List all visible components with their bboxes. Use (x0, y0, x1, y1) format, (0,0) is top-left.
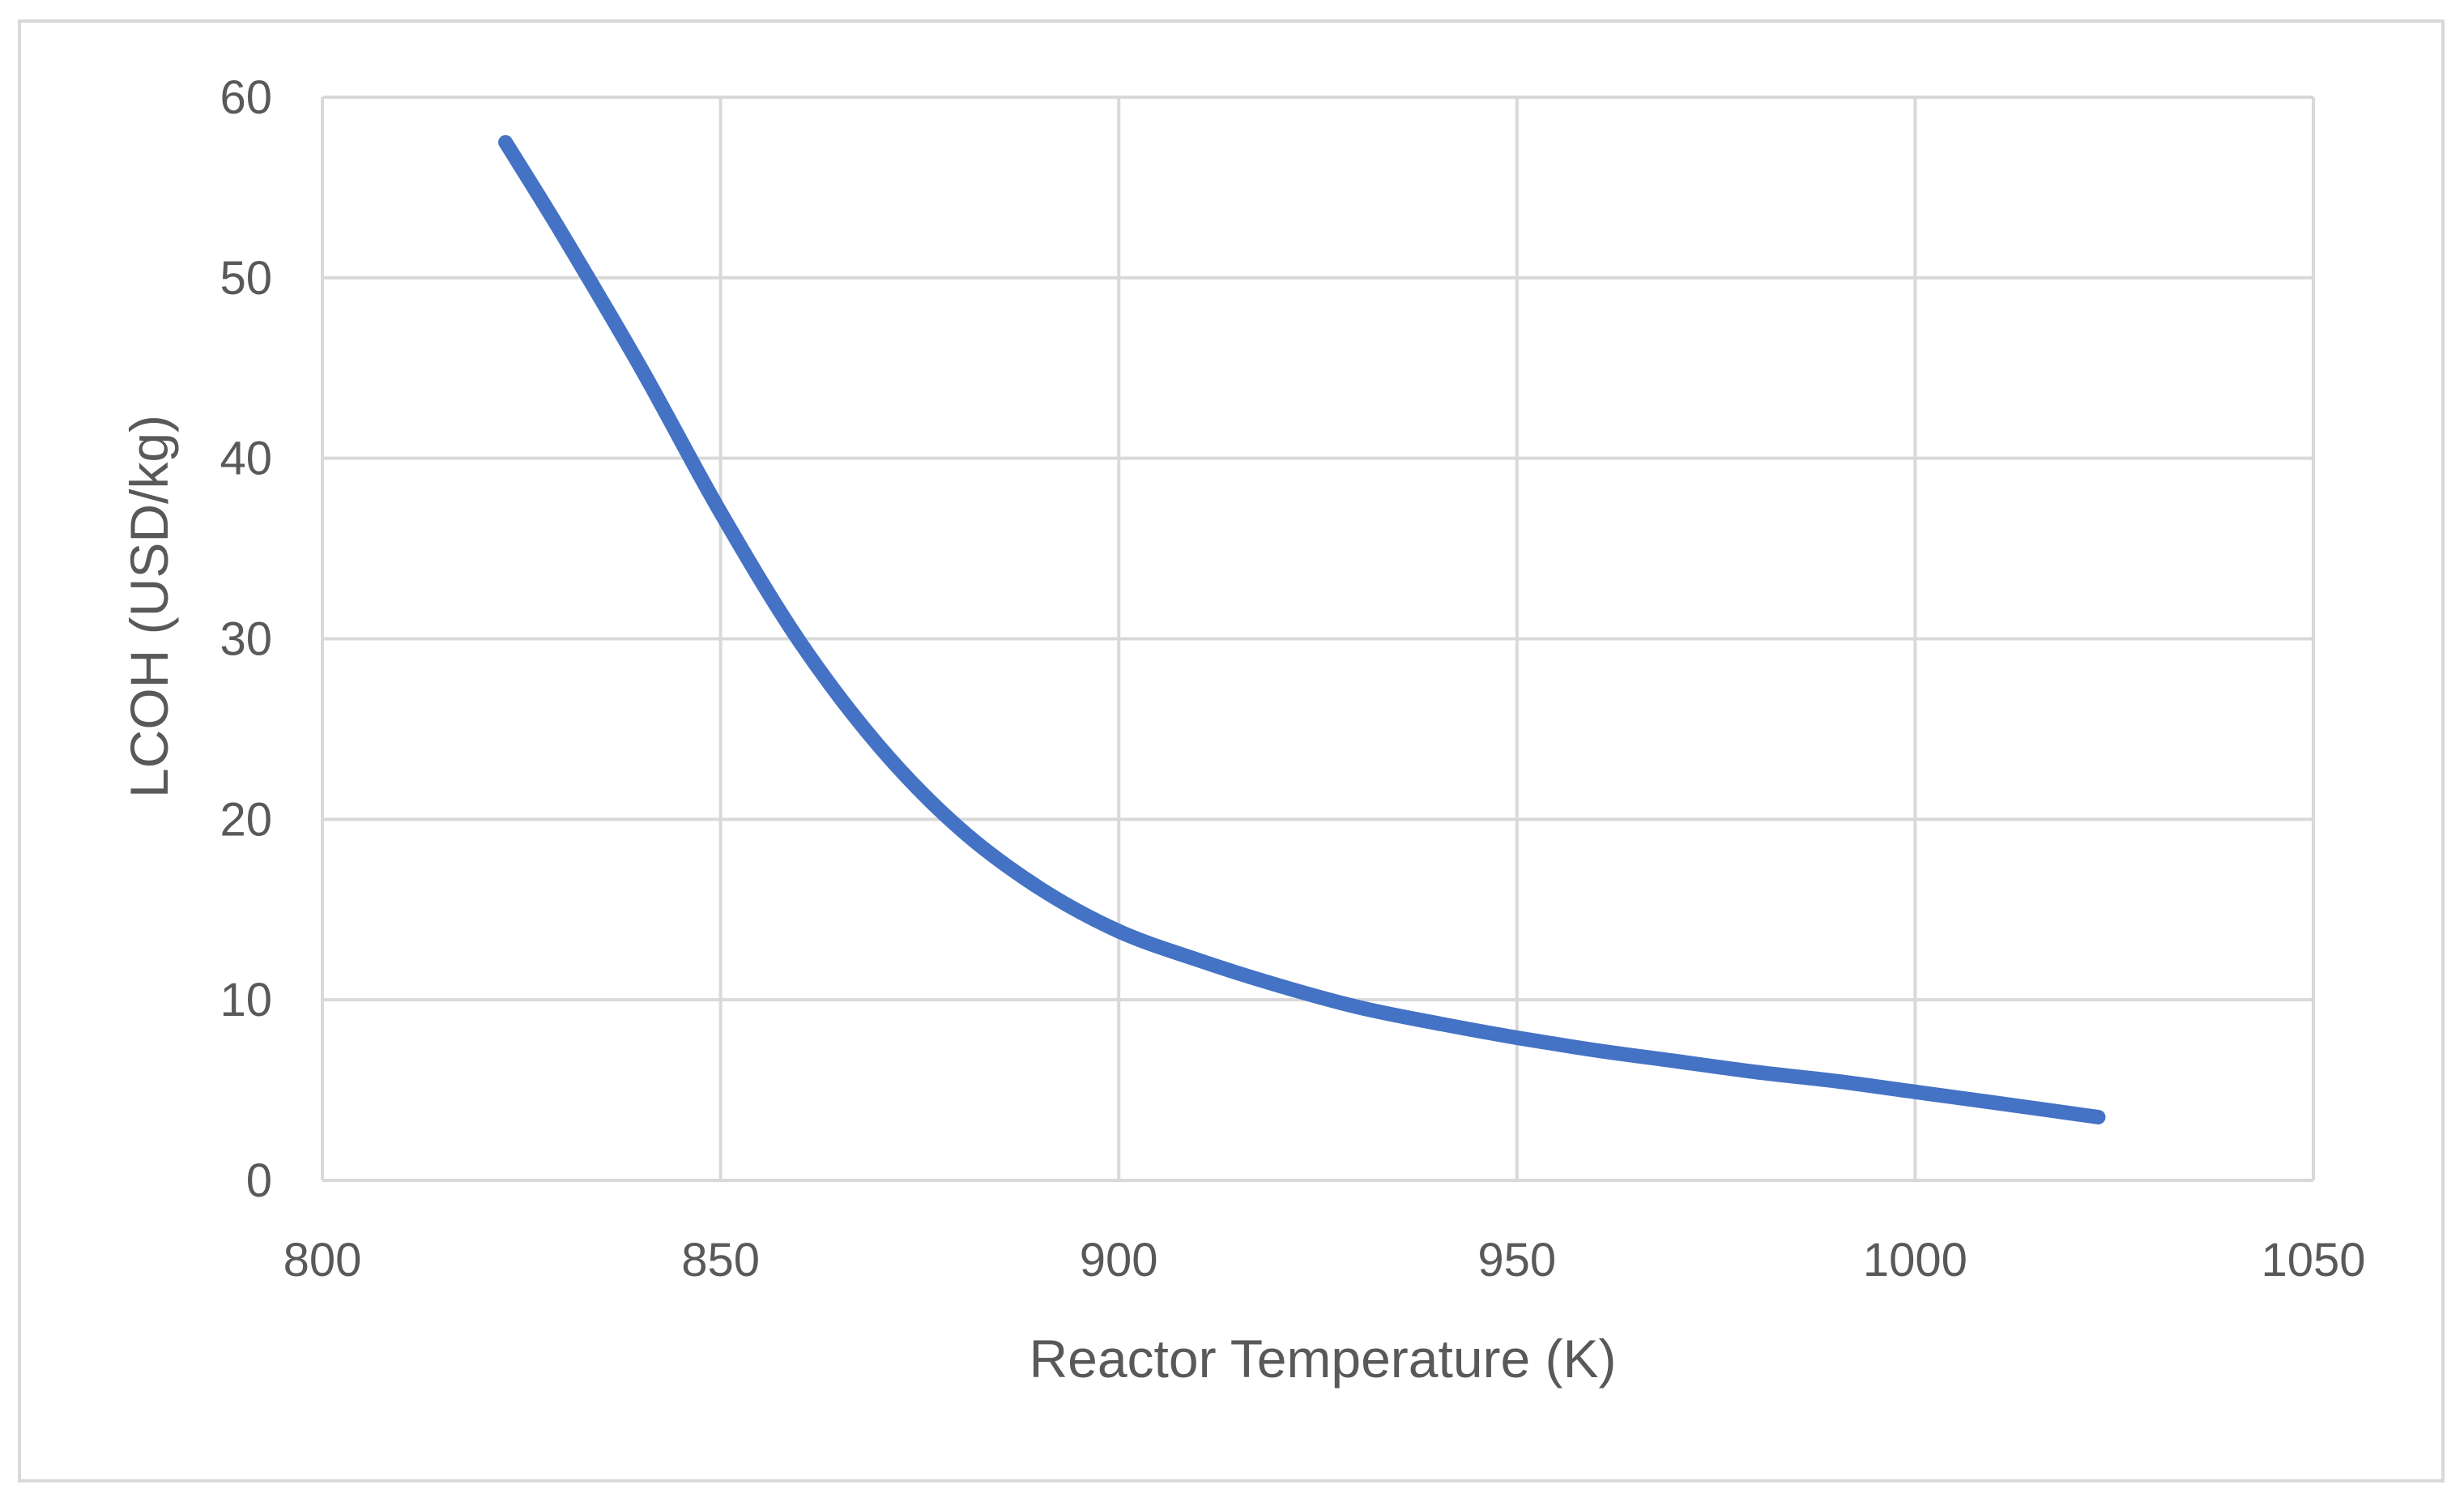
y-tick-label: 0 (246, 1154, 272, 1207)
y-tick-label: 20 (220, 793, 272, 846)
x-tick-label: 1000 (1863, 1234, 1967, 1286)
x-tick-label: 950 (1477, 1234, 1556, 1286)
y-tick-label: 10 (220, 974, 272, 1026)
x-tick-label: 900 (1080, 1234, 1158, 1286)
x-tick-label: 850 (681, 1234, 760, 1286)
series-line-lcoh (498, 134, 2106, 1124)
chart-area (18, 19, 2445, 1483)
y-tick-label: 40 (220, 433, 272, 485)
x-tick-label: 800 (283, 1234, 362, 1286)
y-tick-label: 60 (220, 71, 272, 124)
y-tick-label: 50 (220, 252, 272, 305)
y-axis-title: LCOH (USD/kg) (119, 415, 179, 798)
x-tick-label: 1050 (2261, 1234, 2365, 1286)
x-axis-title: Reactor Temperature (K) (1029, 1329, 1616, 1389)
y-tick-label: 30 (220, 613, 272, 666)
